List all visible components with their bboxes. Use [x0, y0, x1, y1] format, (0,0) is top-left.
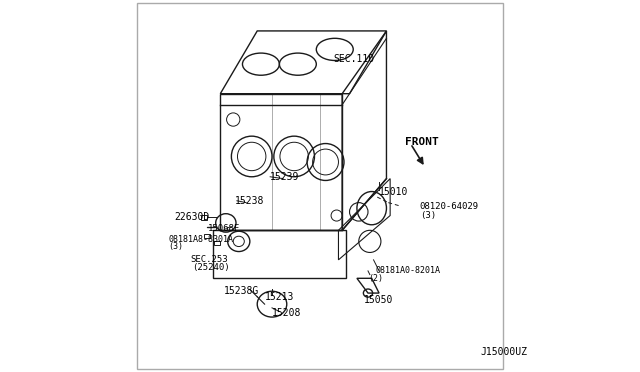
Text: FRONT: FRONT — [405, 137, 438, 147]
Text: 15238G: 15238G — [224, 286, 259, 296]
Text: 08120-64029: 08120-64029 — [420, 202, 479, 211]
Text: 08181A8-8301A: 08181A8-8301A — [168, 235, 234, 244]
Text: (25240): (25240) — [193, 263, 230, 272]
Text: 22630D: 22630D — [174, 212, 209, 222]
Text: 15050: 15050 — [364, 295, 393, 305]
Text: (3): (3) — [420, 211, 436, 220]
Text: 15208: 15208 — [272, 308, 301, 318]
Text: 15068F: 15068F — [207, 224, 239, 233]
Text: SEC.253: SEC.253 — [191, 255, 228, 264]
Text: 15239: 15239 — [270, 172, 300, 182]
Text: J15000UZ: J15000UZ — [481, 347, 527, 357]
Text: 15213: 15213 — [264, 292, 294, 302]
Text: (3): (3) — [168, 243, 184, 251]
Text: 08181A0-8201A: 08181A0-8201A — [376, 266, 440, 275]
Text: 15010: 15010 — [379, 186, 408, 196]
Text: (2): (2) — [368, 274, 383, 283]
Text: 15238: 15238 — [235, 196, 264, 206]
Text: SEC.110: SEC.110 — [333, 54, 374, 64]
